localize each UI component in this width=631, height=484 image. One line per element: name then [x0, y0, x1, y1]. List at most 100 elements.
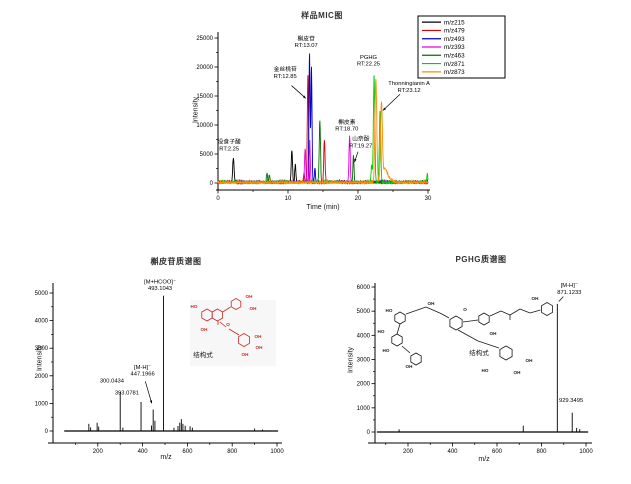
structure-bond — [441, 313, 450, 319]
legend-label: m/z215 — [444, 19, 465, 26]
trace-m/z871 — [217, 75, 429, 185]
y-tick-label: 4000 — [357, 333, 371, 339]
structure-atom-label: HO — [482, 368, 489, 373]
x-tick-label: 10 — [285, 196, 292, 202]
annotation-text: RT:12.85 — [274, 74, 297, 80]
chromatogram-ylabel: Intensity — [192, 96, 200, 124]
y-tick-label: 20000 — [196, 65, 213, 71]
structure-bond — [529, 309, 541, 314]
structure-ring — [237, 333, 251, 347]
structure-atom-label: HO — [191, 304, 198, 309]
x-tick-label: 600 — [492, 449, 503, 455]
x-tick-label: 1000 — [579, 449, 593, 455]
annotation-text: 929.3495 — [559, 398, 583, 404]
annotation-text: [M-H]⁻ — [134, 365, 151, 371]
structure-atom-label: OH — [255, 334, 263, 339]
x-tick-label: 200 — [93, 449, 104, 455]
legend-label: m/z479 — [444, 28, 465, 35]
trace-m/z493 — [217, 53, 429, 185]
quercitrin-spectrum-ylabel: Intensity — [36, 344, 44, 372]
legend-label: m/z871 — [444, 61, 465, 68]
y-tick-label: 0 — [45, 429, 49, 435]
x-tick-label: 30 — [425, 196, 432, 202]
structure-bond — [462, 319, 479, 323]
structure-bond — [219, 321, 227, 328]
structure-atom-label: OH — [242, 352, 250, 357]
quercitrin-mass-spectrum: 0 1000 2000 3000 4000 5000 200 400 600 800 1000 [M+… — [35, 279, 285, 455]
structure-atom-label: HO — [378, 329, 385, 334]
structure-bond — [519, 308, 531, 314]
annotation-text: RT:22.25 — [357, 62, 380, 68]
structure-bond — [489, 310, 502, 317]
x-tick-label: 800 — [536, 449, 547, 455]
y-tick-label: 0 — [210, 181, 214, 187]
chromatogram-title: 样品MIC图 — [301, 11, 343, 20]
y-tick-label: 3000 — [35, 346, 49, 352]
y-tick-label: 3000 — [357, 358, 371, 364]
legend-label: m/z873 — [444, 69, 465, 76]
annotation-text: 金丝桃苷 — [274, 65, 297, 73]
structure-bond — [457, 329, 479, 342]
y-tick-label: 2000 — [35, 374, 49, 380]
structure-ring — [499, 345, 513, 361]
annotation-arrow — [144, 381, 153, 404]
x-tick-label: 800 — [227, 449, 238, 455]
pghg-mass-spectrum: 0 1000 2000 3000 4000 5000 6000 200 400 600 800 100… — [357, 283, 593, 455]
pghg-spectrum-ylabel: Intensity — [347, 346, 355, 374]
structure-atom-label: HO — [383, 348, 390, 353]
annotation-text: 393.0781 — [115, 390, 139, 396]
annotation-arrow — [291, 85, 307, 99]
annotation-text: 447.1966 — [131, 372, 155, 378]
structure-atom-label: OH — [406, 364, 414, 369]
structure-atom-label: OH — [532, 296, 540, 301]
pghg-structure: HO HO HO OH OH O OH OH HO OH OH 结构式 — [378, 296, 554, 375]
legend-label: m/z493 — [444, 36, 465, 43]
y-tick-label: 1000 — [35, 401, 49, 407]
pghg-spectrum-xlabel: m/z — [478, 456, 490, 463]
annotation-arrowhead — [354, 158, 357, 163]
annotation-text: 槲皮苷 — [297, 34, 315, 42]
x-tick-label: 0 — [216, 196, 220, 202]
structure-atom-label: OH — [514, 370, 522, 375]
x-tick-label: 200 — [403, 449, 414, 455]
structure-ring — [449, 315, 463, 331]
annotation-text: [M-H]⁻ — [561, 283, 578, 289]
structure-atom-label: O — [463, 307, 467, 312]
annotation-text: Thonningianin A — [388, 81, 430, 87]
annotation-arrowhead — [149, 400, 153, 404]
structure-caption: 结构式 — [193, 350, 213, 359]
y-tick-label: 5000 — [35, 291, 49, 297]
structure-atom-label: OH — [526, 358, 534, 363]
x-tick-label: 20 — [355, 196, 362, 202]
annotation-text: RT:23.12 — [398, 88, 421, 94]
y-tick-label: 5000 — [200, 152, 214, 158]
structure-bond — [396, 323, 401, 335]
trace-m/z873 — [217, 79, 429, 185]
annotation-text: 871.1233 — [557, 290, 581, 296]
annotation-arrowhead — [302, 95, 306, 99]
annotation-text: 493.1043 — [148, 286, 172, 292]
annotation-text: RT:18.70 — [335, 127, 358, 133]
structure-atom-label: OH — [256, 345, 264, 350]
annotation-text: RT:13.07 — [295, 43, 318, 49]
pghg-plot: 0 1000 2000 3000 4000 5000 6000 200 400 600 800 100… — [357, 283, 593, 455]
structure-atom-label: OH — [250, 306, 258, 311]
structure-ring — [230, 298, 242, 310]
annotation-text: RT:19.27 — [349, 143, 372, 149]
x-tick-label: 1000 — [270, 449, 284, 455]
structure-atom-label: OH — [246, 294, 254, 299]
y-tick-label: 5000 — [357, 309, 371, 315]
structure-atom-label: OH — [201, 327, 209, 332]
annotation-text: 槲皮素 — [338, 118, 356, 126]
x-tick-label: 600 — [182, 449, 193, 455]
chromatogram-xlabel: Time (min) — [306, 204, 340, 211]
x-tick-label: 400 — [447, 449, 458, 455]
structure-ring — [391, 333, 403, 347]
y-tick-label: 2000 — [357, 382, 371, 388]
y-tick-label: 25000 — [196, 36, 213, 42]
legend-label: m/z393 — [444, 44, 465, 51]
